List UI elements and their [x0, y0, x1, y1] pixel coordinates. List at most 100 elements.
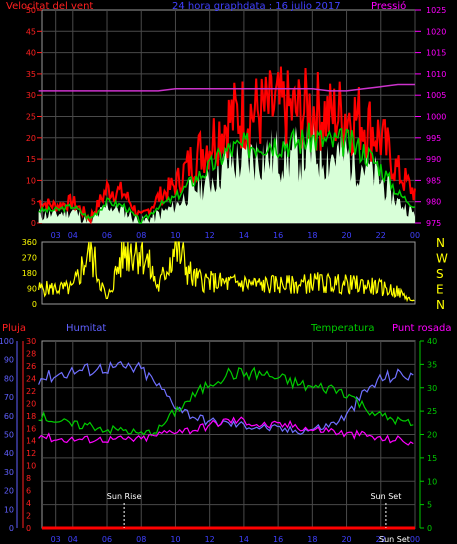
wind-x-tick-label: 04 [68, 231, 78, 240]
direction-y-tick-label: 180 [22, 269, 37, 278]
wind-x-tick-label: 00 [410, 231, 420, 240]
wind-y-tick-label: 25 [26, 113, 36, 122]
humidity-y-tick-label: 50 [4, 431, 14, 440]
rain-y-tick-label: 30 [26, 337, 36, 346]
wind-y-tick-label: 30 [26, 91, 36, 100]
humidity-line [38, 360, 414, 435]
wind-x-tick-label: 03 [51, 231, 61, 240]
pressure-y-tick-label: 985 [426, 176, 441, 185]
temperature-y-tick-label: 40 [427, 337, 437, 346]
direction-compass-label: E [436, 283, 444, 297]
wind-x-tick-label: 22 [376, 231, 386, 240]
wind-y-tick-label: 45 [26, 27, 36, 36]
wind-y-tick-label: 50 [26, 6, 36, 15]
wind-series [38, 66, 416, 225]
direction-y-tick-label: 0 [32, 300, 37, 309]
wind-max-line [38, 66, 416, 225]
humidity-y-tick-label: 70 [4, 393, 14, 402]
pressure-y-tick-label: 1010 [426, 70, 446, 79]
humidity-y-tick-label: 40 [4, 449, 14, 458]
sun-annotation-label: Sun Set [379, 535, 410, 544]
rain-y-tick-label: 12 [26, 449, 36, 458]
temp-x-tick-label: 18 [307, 535, 317, 544]
wind-x-tick-label: 18 [307, 231, 317, 240]
wind-y-tick-label: 5 [31, 198, 36, 207]
direction-y-tick-label: 360 [22, 238, 37, 247]
temperature-y-tick-label: 35 [427, 360, 437, 369]
wind-direction-line [38, 241, 415, 303]
pressure-y-tick-label: 995 [426, 134, 441, 143]
temp-x-tick-label: 04 [68, 535, 78, 544]
rain-y-tick-label: 0 [26, 524, 31, 533]
temp-x-tick-label: 00 [410, 535, 420, 544]
direction-plot-frame [41, 241, 416, 305]
humidity-y-tick-label: 60 [4, 412, 14, 421]
temp-x-tick-label: 20 [341, 535, 351, 544]
temp-x-tick-label: 22 [376, 535, 386, 544]
wind-x-tick-label: 12 [205, 231, 215, 240]
wind-x-tick-label: 08 [136, 231, 146, 240]
wind-y-tick-label: 35 [26, 70, 36, 79]
rain-y-tick-label: 20 [26, 399, 36, 408]
rain-y-tick-label: 4 [26, 499, 31, 508]
rain-y-tick-label: 28 [26, 349, 36, 358]
temp-x-tick-label: 16 [273, 535, 283, 544]
pressure-y-tick-label: 1005 [426, 91, 446, 100]
humidity-y-tick-label: 20 [4, 487, 14, 496]
pressure-label: Pressió [371, 0, 406, 12]
pressure-y-tick-label: 1000 [426, 113, 446, 122]
wind-avg-line [38, 122, 416, 224]
rain-label: Pluja [2, 323, 26, 334]
temp-x-tick-label: 12 [205, 535, 215, 544]
temp-x-tick-label: 06 [102, 535, 112, 544]
humidity-y-tick-label: 30 [4, 468, 14, 477]
rain-y-tick-label: 10 [26, 462, 36, 471]
temp-x-ticks: 03 04 06 08 10 12 14 16 18 20 22 00 [51, 535, 420, 544]
wind-x-tick-label: 20 [341, 231, 351, 240]
wind-y-tick-label: 15 [26, 155, 36, 164]
pressure-y-tick-label: 1020 [426, 27, 446, 36]
rain-y-tick-label: 18 [26, 412, 36, 421]
humidity-y-tick-label: 80 [4, 374, 14, 383]
temperature-y-tick-label: 10 [427, 477, 437, 486]
wind-y-tick-label: 10 [26, 176, 36, 185]
wind-x-tick-label: 10 [170, 231, 180, 240]
dewpoint-line [38, 416, 414, 446]
temp-x-tick-label: 14 [239, 535, 249, 544]
temp-series [38, 360, 415, 530]
rain-y-tick-label: 2 [26, 512, 31, 521]
chart-title: 24 hora graphdata : 16 julio 2017 [172, 1, 341, 12]
rain-y-tick-label: 26 [26, 362, 36, 371]
temperature-y-tick-label: 0 [427, 524, 432, 533]
temperature-line [38, 366, 414, 437]
sun-annotation-label: Sun Set [370, 492, 401, 501]
direction-series [38, 241, 415, 303]
rain-y-tick-label: 8 [26, 474, 31, 483]
wind-x-tick-label: 06 [102, 231, 112, 240]
temp-x-tick-label: 03 [51, 535, 61, 544]
sun-annotations: Sun Rise Sun Set Sun Set [107, 492, 410, 544]
direction-compass-label: N [436, 236, 445, 250]
wind-y-tick-label: 0 [31, 219, 36, 228]
pressure-y-tick-label: 1015 [426, 49, 446, 58]
dewpoint-label: Punt rosada [392, 323, 451, 334]
rain-y-tick-label: 16 [26, 424, 36, 433]
wind-x-ticks: 03 04 06 08 10 12 14 16 18 20 22 00 [51, 231, 420, 240]
temperature-y-tick-label: 20 [427, 431, 437, 440]
humidity-y-tick-label: 0 [9, 524, 14, 533]
pressure-y-tick-label: 975 [426, 219, 441, 228]
temp-x-tick-label: 10 [170, 535, 180, 544]
rain-y-tick-label: 24 [26, 374, 36, 383]
pressure-y-ticks: 1025 1020 1015 1010 1005 1000 995 990 985 980 975 [415, 6, 446, 228]
temp-vgrid [55, 341, 416, 528]
wind-speed-label: Velocitat del vent [6, 1, 93, 12]
pressure-y-tick-label: 990 [426, 155, 441, 164]
humidity-y-tick-label: 10 [4, 505, 14, 514]
